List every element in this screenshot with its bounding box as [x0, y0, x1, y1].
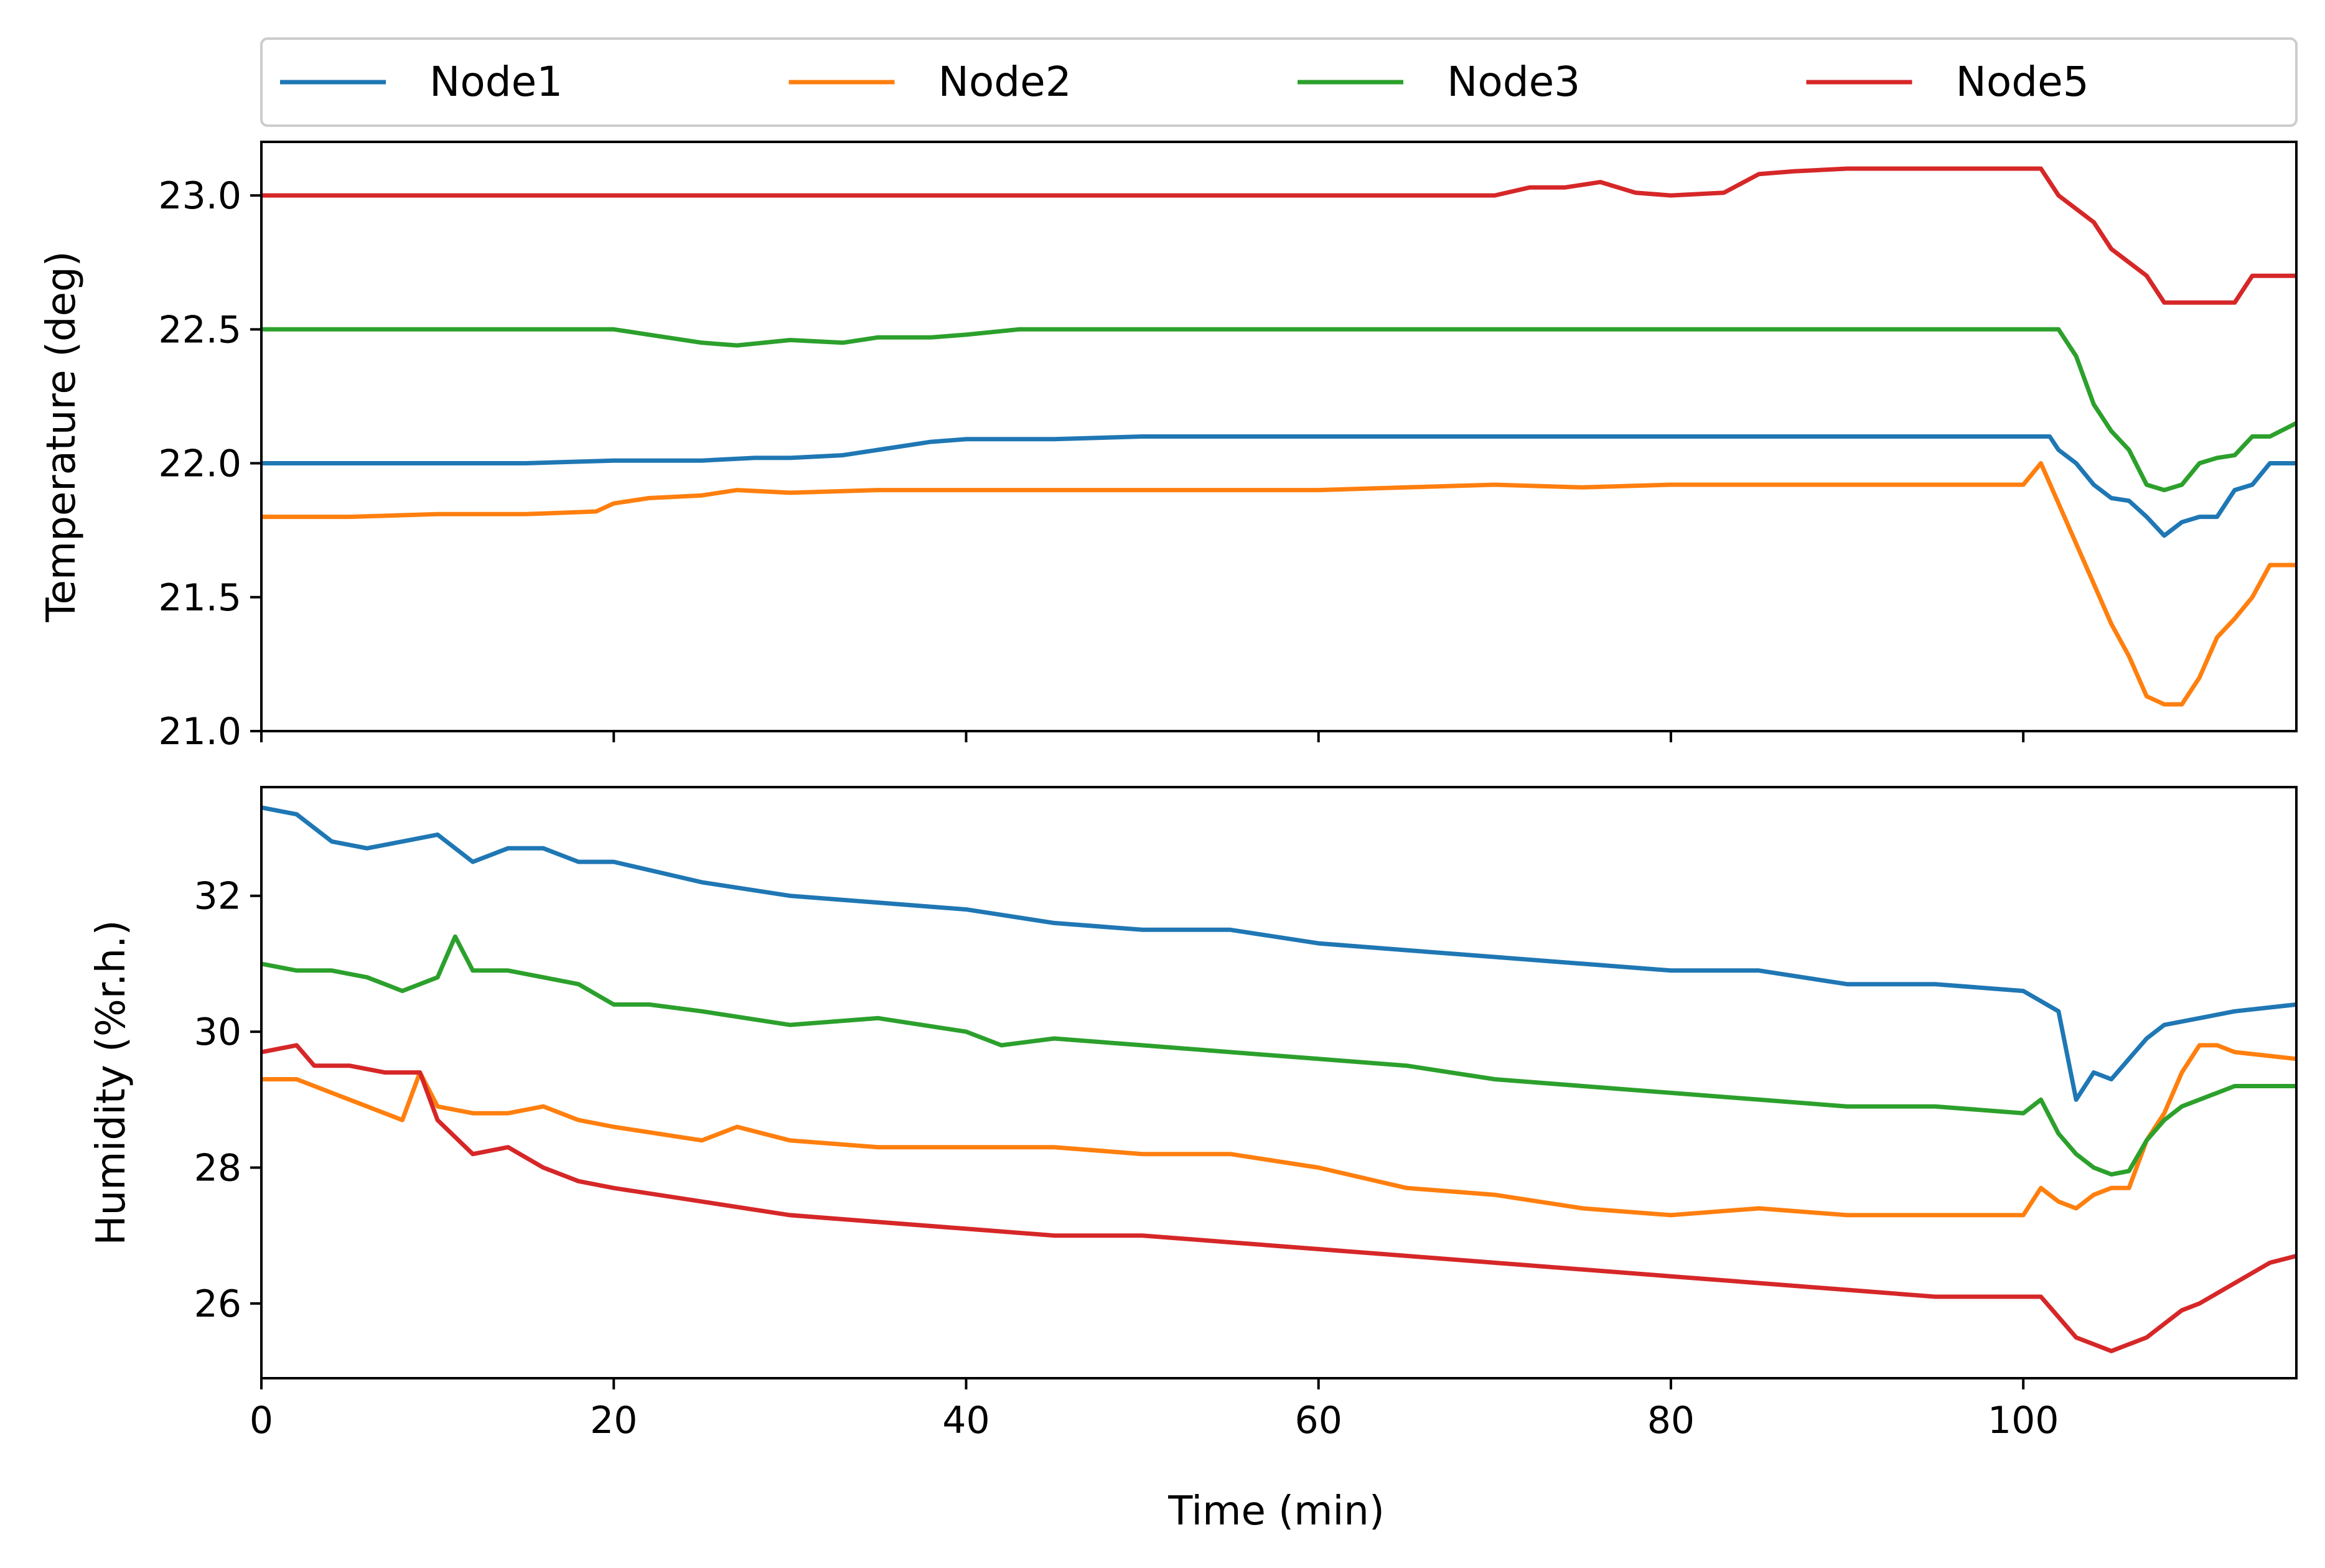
temperature-y-tick-label: 21.5 — [158, 576, 241, 620]
humidity-x-tick-label: 40 — [942, 1399, 989, 1442]
humidity-y-tick-label: 32 — [194, 875, 241, 918]
legend-label-node2: Node2 — [938, 58, 1072, 106]
temperature-series-node3 — [261, 327, 2296, 493]
humidity-panel: 26 28 30 32 0 20 40 60 80 100 Humidity (%r.h.) — [88, 786, 2298, 1442]
temperature-y-tick-label: 23.0 — [158, 174, 241, 218]
humidity-series-node3 — [261, 934, 2296, 1177]
temperature-series-node2 — [261, 461, 2296, 707]
temperature-y-tick-label: 22.5 — [158, 308, 241, 352]
temperature-plot-frame — [260, 141, 2298, 732]
humidity-y-tick-label: 30 — [194, 1010, 241, 1054]
temperature-series-node1 — [261, 434, 2296, 538]
humidity-x-tick-label: 100 — [1988, 1399, 2059, 1442]
humidity-series-node2 — [261, 1043, 2296, 1218]
humidity-series-node5 — [261, 1043, 2296, 1353]
humidity-x-tick-label: 60 — [1295, 1399, 1342, 1442]
humidity-y-axis-label: Humidity (%r.h.) — [88, 920, 134, 1246]
temperature-series-node5 — [261, 166, 2296, 305]
legend-box — [260, 37, 2298, 127]
temperature-y-tick-label: 22.0 — [158, 442, 241, 486]
humidity-x-tick-label: 0 — [250, 1399, 273, 1442]
legend-label-node5: Node5 — [1956, 58, 2089, 106]
humidity-series-node1 — [261, 805, 2296, 1102]
legend-label-node3: Node3 — [1447, 58, 1580, 106]
legend-label-node1: Node1 — [429, 58, 563, 106]
temperature-y-tick-label: 21.0 — [158, 710, 241, 754]
temperature-panel: 21.0 21.5 22.0 22.5 23.0 Temperature (deg) — [39, 141, 2298, 754]
humidity-y-tick-label: 28 — [194, 1146, 241, 1190]
humidity-x-tick-label: 20 — [590, 1399, 637, 1442]
humidity-x-tick-label: 80 — [1647, 1399, 1695, 1442]
x-axis-label: Time (min) — [1167, 1488, 1385, 1534]
humidity-plot-frame — [260, 786, 2298, 1379]
temperature-y-axis-label: Temperature (deg) — [39, 251, 85, 622]
humidity-y-tick-label: 26 — [194, 1282, 241, 1326]
legend: Node1 Node2 Node3 Node5 — [260, 37, 2298, 127]
